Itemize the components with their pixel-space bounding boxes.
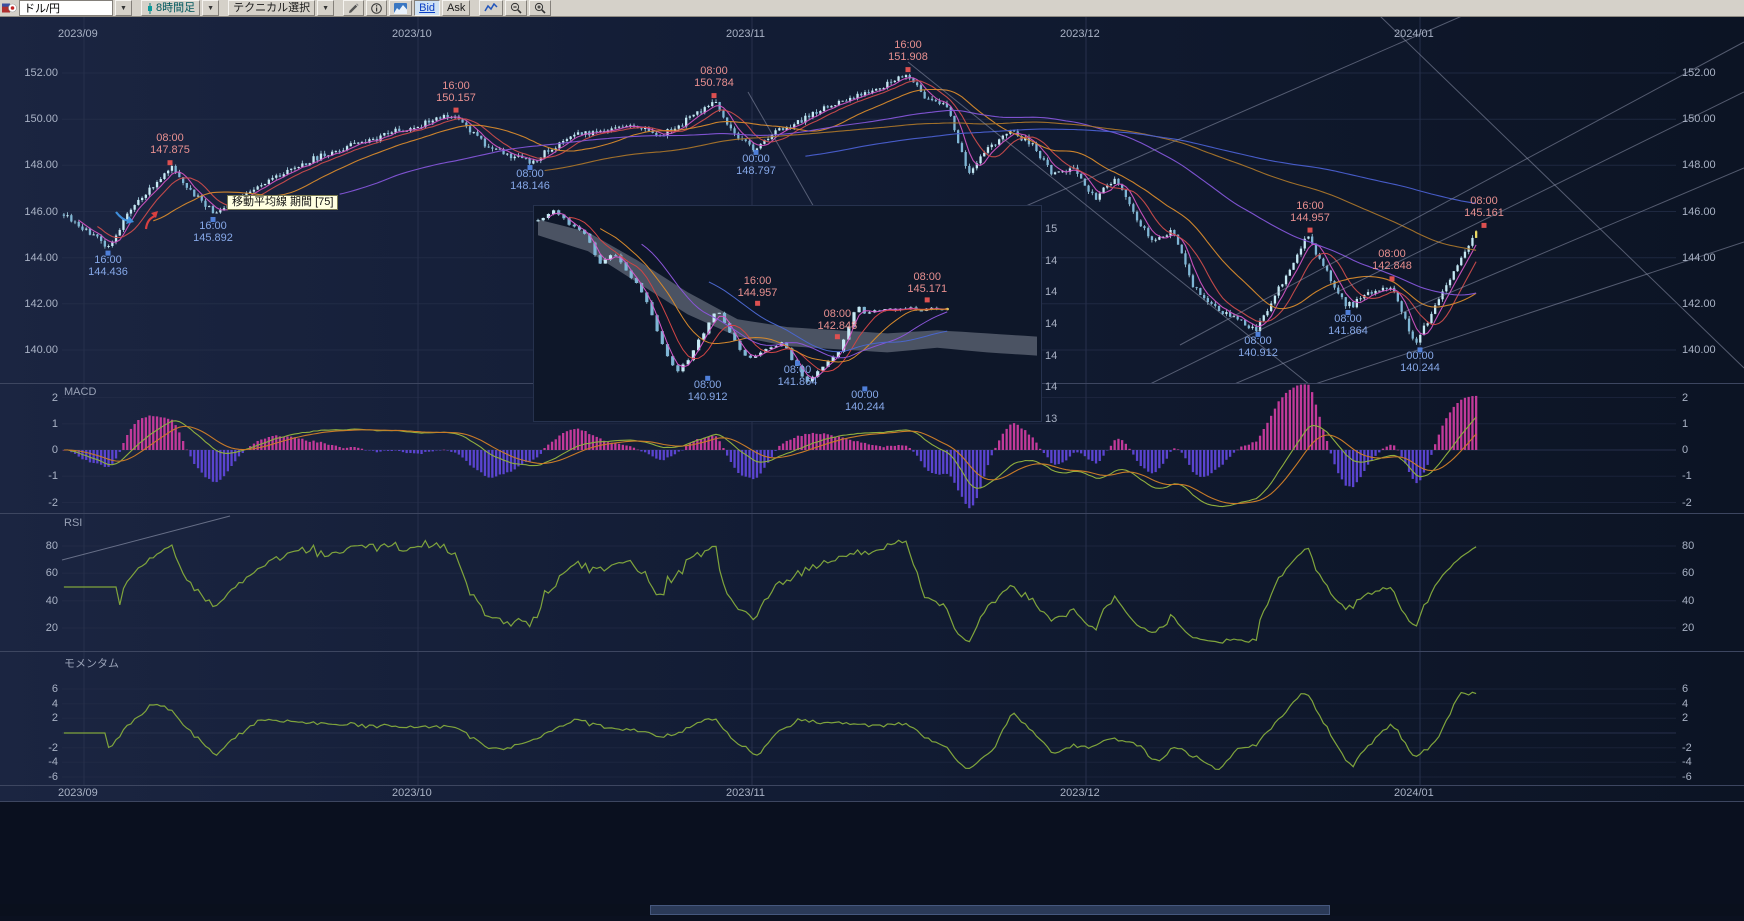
rsi-line	[63, 539, 1477, 644]
chart-style-button[interactable]	[389, 0, 413, 16]
inset-cloud-band	[538, 219, 1037, 356]
pair-selector[interactable]: ドル/円	[19, 0, 113, 16]
zigzag-line-icon	[484, 3, 498, 13]
zoom-out-icon	[510, 2, 522, 14]
ma-tooltip-text: 移動平均線 期間 [75]	[232, 196, 334, 208]
timeframe-selector[interactable]: 8時間足	[141, 0, 201, 16]
macd-lines	[63, 416, 1477, 508]
ma-tooltip: 移動平均線 期間 [75]	[227, 195, 339, 210]
inset-plot-area[interactable]	[534, 206, 1041, 426]
horizontal-scrollbar[interactable]	[0, 904, 1744, 916]
info-icon	[371, 2, 382, 14]
inset-candles	[536, 209, 949, 383]
bid-button[interactable]: Bid	[414, 0, 441, 16]
candlestick-icon	[146, 2, 154, 14]
rsi-trend-line	[61, 515, 231, 561]
area-chart-icon	[394, 2, 408, 14]
toolbar: ドル/円 ▼ 8時間足 ▼ テクニカル選択 ▼ Bid Ask	[0, 0, 1744, 17]
technical-dropdown-arrow[interactable]: ▼	[317, 0, 335, 16]
inset-chart-window[interactable]: 08:00 140.912 16:00 144.957 08:00 141.864 08:0…	[533, 205, 1057, 425]
timeframe-label: 8時間足	[156, 2, 196, 14]
scrollbar-thumb[interactable]	[650, 905, 1330, 915]
annotation-markers	[105, 67, 1487, 353]
zoom-in-icon	[534, 2, 546, 14]
technical-selector[interactable]: テクニカル選択	[228, 0, 316, 16]
pencil-tool-button[interactable]	[343, 0, 365, 16]
drawn-arrow-down	[115, 211, 134, 224]
zoom-in-button[interactable]	[529, 0, 552, 16]
technical-selector-label: テクニカル選択	[233, 2, 311, 14]
bottom-empty-area	[0, 802, 1744, 904]
line-tool-button[interactable]	[479, 0, 504, 16]
moving-average-lines	[78, 77, 1477, 336]
macd-panel-title: MACD	[64, 386, 97, 398]
ask-button[interactable]: Ask	[442, 0, 471, 16]
drawn-arrow-up	[144, 211, 158, 230]
info-button[interactable]	[366, 0, 388, 16]
rsi-panel-title: RSI	[64, 517, 83, 529]
inset-moving-averages	[548, 212, 948, 379]
pair-selector-label: ドル/円	[24, 3, 61, 15]
timeframe-dropdown-arrow[interactable]: ▼	[202, 0, 220, 16]
pencil-icon	[348, 2, 359, 14]
pair-dropdown-arrow[interactable]: ▼	[115, 0, 132, 16]
momentum-line	[63, 691, 1477, 771]
momentum-panel-title: モメンタム	[64, 658, 119, 670]
currency-pair-flag-icon	[2, 2, 17, 14]
inset-chart-canvas	[536, 209, 1037, 392]
zoom-out-button[interactable]	[505, 0, 528, 16]
